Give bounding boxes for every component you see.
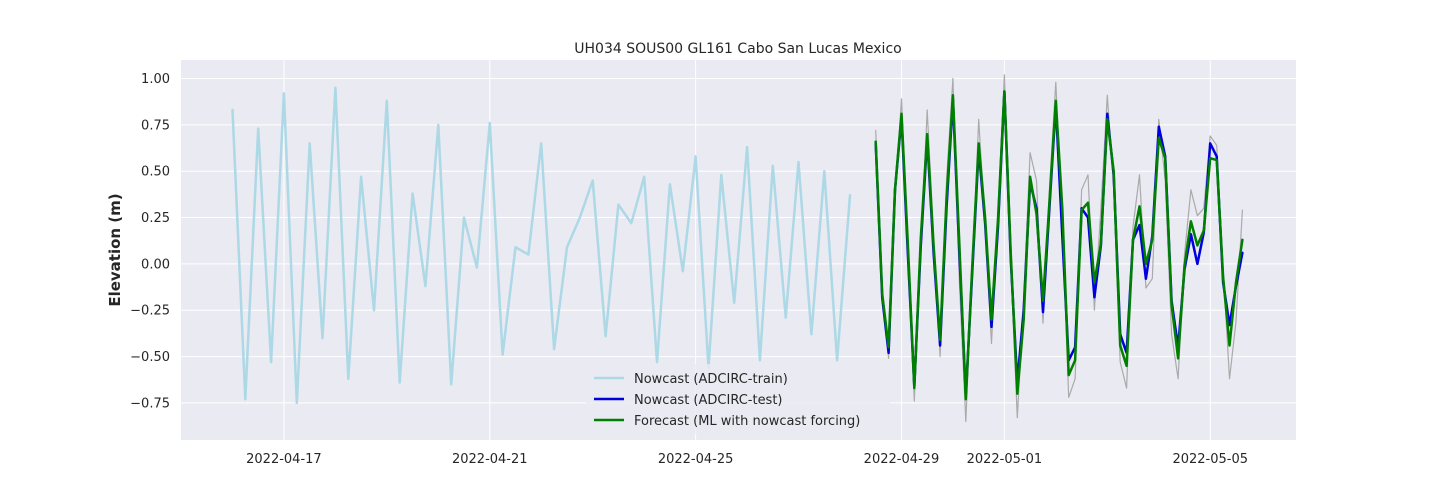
legend-label-test: Nowcast (ADCIRC-test) (634, 393, 783, 408)
legend-label-train: Nowcast (ADCIRC-train) (634, 372, 788, 387)
y-tick-label: 0.25 (141, 211, 170, 226)
tick-labels: 2022-04-17 2022-04-21 2022-04-25 2022-04-29… (130, 72, 1248, 467)
x-tick-label: 2022-04-21 (452, 452, 528, 467)
y-tick-label: −0.75 (130, 396, 170, 411)
x-tick-label: 2022-04-25 (658, 452, 734, 467)
x-tick-label: 2022-05-01 (967, 452, 1043, 467)
x-tick-label: 2022-05-05 (1172, 452, 1248, 467)
legend: Nowcast (ADCIRC-train) Nowcast (ADCIRC-t… (586, 364, 890, 434)
y-tick-label: 1.00 (141, 72, 170, 87)
y-axis-label: Elevation (m) (106, 193, 124, 306)
chart-title: UH034 SOUS00 GL161 Cabo San Lucas Mexico (574, 41, 901, 57)
y-tick-label: −0.25 (130, 304, 170, 319)
x-tick-label: 2022-04-29 (864, 452, 940, 467)
legend-label-forecast: Forecast (ML with nowcast forcing) (634, 414, 860, 429)
series-line-train (231, 86, 852, 405)
series-layer (231, 74, 1244, 423)
y-tick-label: 0.50 (141, 165, 170, 180)
y-tick-label: −0.50 (130, 350, 170, 365)
x-tick-label: 2022-04-17 (246, 452, 322, 467)
y-tick-label: 0.00 (141, 257, 170, 272)
legend-box (586, 364, 890, 434)
series-line-forecast (874, 90, 1244, 401)
y-tick-label: 0.75 (141, 118, 170, 133)
